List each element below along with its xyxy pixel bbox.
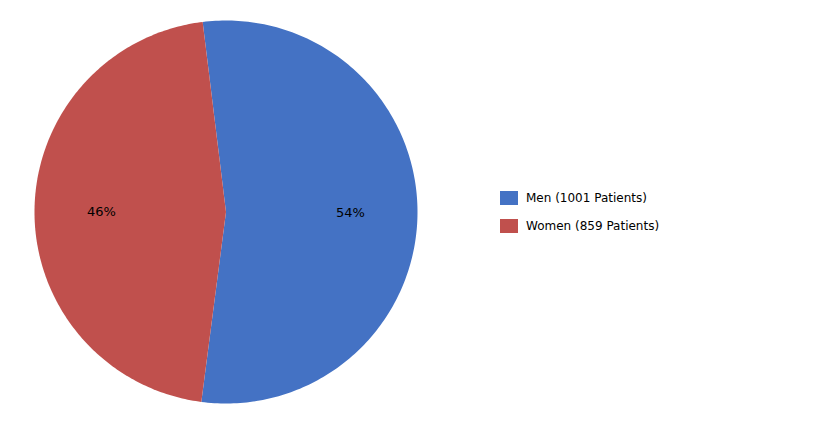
svg-text:54%: 54%: [336, 205, 365, 220]
html-text:Men (1001 Patients): Men (1001 Patients): [526, 190, 647, 205]
svg-text:46%: 46%: [87, 204, 116, 219]
html-text:Women (859 Patients): Women (859 Patients): [526, 218, 660, 233]
